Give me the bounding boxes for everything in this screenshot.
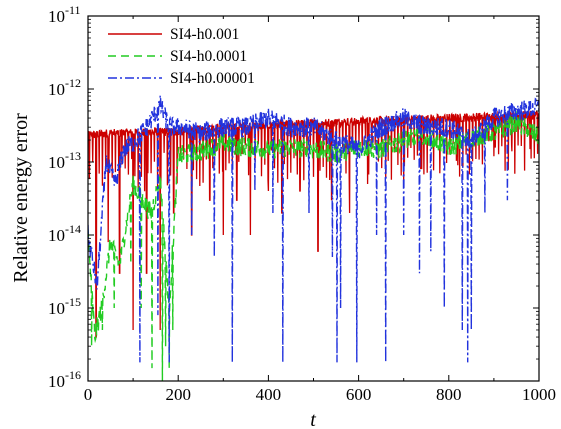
series-3 [88,95,539,363]
series-line-2 [88,110,539,381]
x-tick-label: 800 [436,385,462,404]
legend-label-2: SI4-h0.0001 [170,48,247,65]
y-tick-label: 10-13 [48,149,81,172]
y-tick-label: 10-12 [48,76,81,99]
series-line-1 [88,109,539,338]
legend: SI4-h0.001 SI4-h0.0001 SI4-h0.00001 [108,26,255,87]
x-tick-label: 600 [346,385,372,404]
y-tick-label: 10-15 [48,295,81,318]
x-tick-label: 1000 [522,385,556,404]
y-tick-label: 10-14 [48,222,81,245]
legend-label-3: SI4-h0.00001 [170,70,255,87]
y-tick-label: 10-16 [48,368,81,391]
series-layer [88,95,539,381]
axes-layer: 0 200 400 600 800 1000 10-16 10-15 10-14 10-13 10-… [48,3,556,404]
x-tick-label: 200 [165,385,191,404]
y-axis-label: Relative energy error [10,113,32,283]
y-tick-label: 10-11 [48,3,81,26]
x-axis-label: t [310,409,316,429]
x-tick-label: 400 [256,385,282,404]
series-1 [88,109,539,338]
legend-label-1: SI4-h0.001 [170,26,239,43]
x-tick-label: 0 [84,385,93,404]
series-line-3 [88,95,539,363]
series-2 [88,110,539,381]
